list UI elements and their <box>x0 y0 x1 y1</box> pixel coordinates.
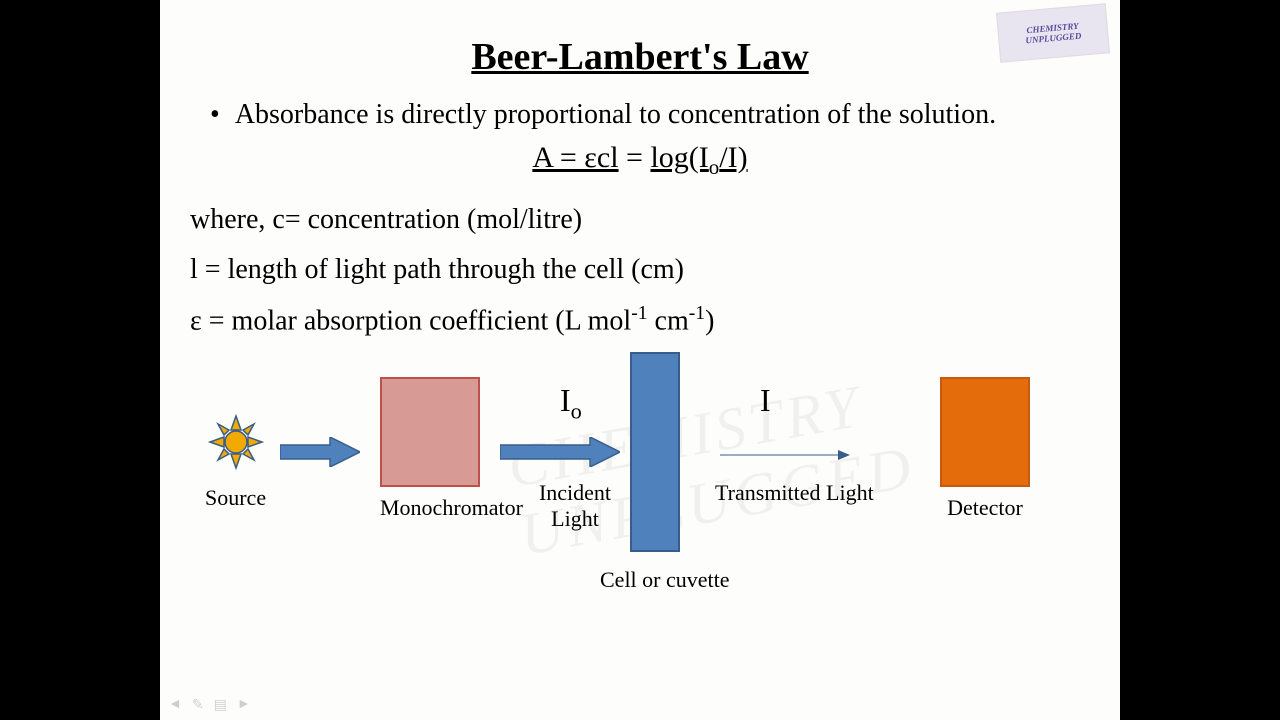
cell-label: Cell or cuvette <box>600 567 730 593</box>
arrow-2 <box>500 437 620 472</box>
bullet-point: • Absorbance is directly proportional to… <box>210 99 1090 131</box>
definitions: where, c= concentration (mol/litre) l = … <box>190 195 1090 347</box>
formula-rhs: log(Io/I) <box>650 141 747 174</box>
bullet-text: Absorbance is directly proportional to c… <box>235 99 996 131</box>
cell-block: Cell or cuvette <box>630 352 730 593</box>
source-label: Source <box>205 485 266 511</box>
next-icon[interactable]: ► <box>237 697 251 714</box>
bullet-dot-icon: • <box>210 99 220 131</box>
def-c: where, c= concentration (mol/litre) <box>190 195 1090 245</box>
arrow-thin-right-icon <box>720 447 850 463</box>
diagram: Source Monochromator Io Incident Light <box>190 352 1090 602</box>
arrow-right-icon <box>500 437 620 467</box>
formula: A = εcl = log(Io/I) <box>190 141 1090 180</box>
sun-icon <box>206 412 266 472</box>
incident-symbol: Io <box>560 382 582 424</box>
transmitted-symbol: I <box>760 382 771 419</box>
detector-label: Detector <box>940 495 1030 521</box>
monochromator-box <box>380 377 480 487</box>
source-block: Source <box>205 412 266 511</box>
formula-lhs: A = εcl <box>532 141 618 174</box>
detector-block: Detector <box>940 377 1030 521</box>
pen-icon[interactable]: ✎ <box>192 697 204 714</box>
prev-icon[interactable]: ◄ <box>168 697 182 714</box>
brand-logo: CHEMISTRY UNPLUGGED <box>996 3 1110 62</box>
def-l: l = length of light path through the cel… <box>190 245 1090 295</box>
slideshow-nav: ◄ ✎ ▤ ► <box>168 697 251 714</box>
detector-box <box>940 377 1030 487</box>
formula-eq: = <box>626 141 650 174</box>
transmitted-label: Transmitted Light <box>715 480 874 506</box>
cell-box <box>630 352 680 552</box>
slide-content: CHEMISTRY UNPLUGGED CHEMISTRY UNPLUGGED … <box>160 0 1120 720</box>
def-e: ε = molar absorption coefficient (L mol-… <box>190 296 1090 347</box>
incident-label: Incident Light <box>530 480 620 533</box>
thin-arrow <box>720 447 850 468</box>
arrow-right-icon <box>280 437 360 467</box>
menu-icon[interactable]: ▤ <box>214 697 227 714</box>
monochromator-label: Monochromator <box>380 495 523 521</box>
arrow-1 <box>280 437 360 472</box>
page-title: Beer-Lambert's Law <box>190 35 1090 79</box>
